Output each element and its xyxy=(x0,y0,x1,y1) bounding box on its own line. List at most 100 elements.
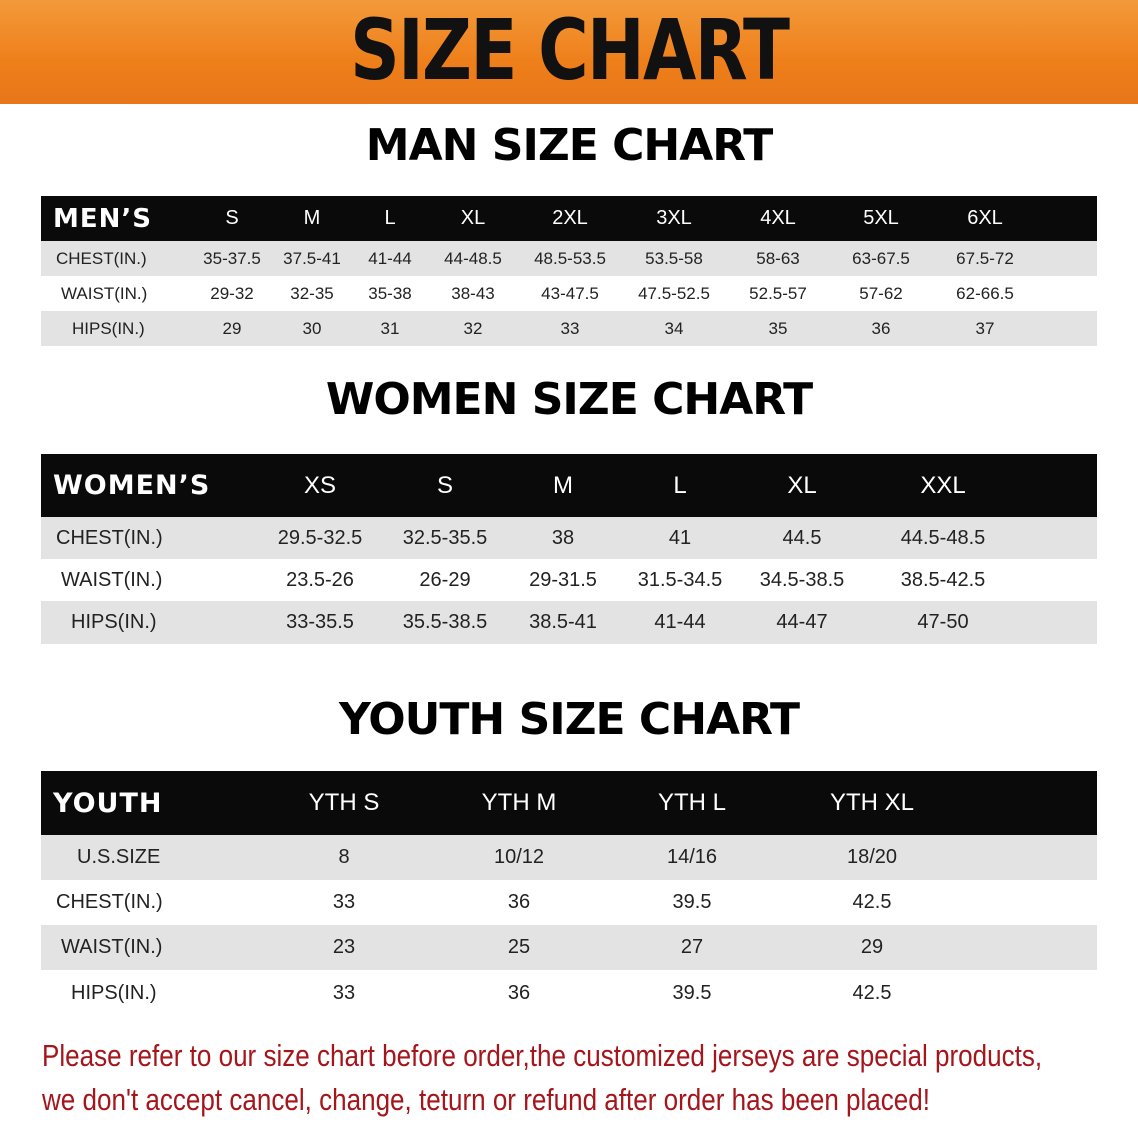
notice-line-2: we don't accept cancel, change, teturn o… xyxy=(42,1082,931,1117)
size-header: L xyxy=(384,207,396,229)
table-cell: 32 xyxy=(463,318,483,338)
size-header: YTH XL xyxy=(829,789,915,816)
header-label: YOUTH xyxy=(53,787,163,819)
table-row: HIPS(IN.) 29 30 31 32 33 34 35 36 37 xyxy=(41,311,1097,346)
table-cell: 38-43 xyxy=(451,283,495,303)
table-cell: 32-35 xyxy=(290,283,334,303)
table-cell: 8 xyxy=(338,846,350,868)
table-cell: 29.5-32.5 xyxy=(277,526,363,549)
table-cell: 38 xyxy=(551,526,575,549)
table-cell: 29 xyxy=(860,936,884,958)
size-header: M xyxy=(303,207,321,229)
table-cell: 26-29 xyxy=(419,568,471,591)
table-row: WAIST(IN.) 23 25 27 29 xyxy=(41,925,1097,970)
size-header: XL xyxy=(460,207,486,229)
table-cell: 39.5 xyxy=(672,981,712,1004)
table-cell: 52.5-57 xyxy=(749,283,807,303)
table-cell: 62-66.5 xyxy=(956,283,1014,303)
table-cell: 41 xyxy=(668,526,692,549)
table-row: WAIST(IN.) 29-32 32-35 35-38 38-43 43-47.5 47.… xyxy=(41,276,1097,311)
table-row: CHEST(IN.) 33 36 39.5 42.5 xyxy=(41,880,1097,925)
size-header: 4XL xyxy=(760,207,796,229)
table-cell: 29 xyxy=(222,318,242,338)
men-title: MAN SIZE CHART xyxy=(365,120,773,171)
table-cell: 42.5 xyxy=(852,891,892,913)
table-header-row: MEN’S S M L XL 2XL 3XL 4XL 5XL 6XL xyxy=(41,196,1097,241)
size-header: 6XL xyxy=(967,207,1003,229)
table-cell: 32.5-35.5 xyxy=(402,526,488,549)
row-label: U.S.SIZE xyxy=(77,846,161,868)
table-cell: 43-47.5 xyxy=(541,283,599,303)
table-row: WAIST(IN.) 23.5-26 26-29 29-31.5 31.5-34.5 34… xyxy=(41,559,1097,601)
banner: SIZE CHART xyxy=(0,0,1138,104)
table-cell: 33 xyxy=(560,318,580,338)
table-cell: 42.5 xyxy=(852,981,892,1004)
table-cell: 37 xyxy=(975,318,995,338)
table-row: CHEST(IN.) 35-37.5 37.5-41 41-44 44-48.5 48.5… xyxy=(41,241,1097,276)
row-label: CHEST(IN.) xyxy=(56,248,147,268)
table-cell: 47.5-52.5 xyxy=(638,283,710,303)
table-cell: 31 xyxy=(380,318,400,338)
table-cell: 34.5-38.5 xyxy=(759,568,845,591)
size-header: YTH M xyxy=(481,789,557,816)
table-row: HIPS(IN.) 33-35.5 35.5-38.5 38.5-41 41-44 44-… xyxy=(41,601,1097,644)
youth-title: YOUTH SIZE CHART xyxy=(338,694,800,745)
size-header: M xyxy=(553,471,573,499)
size-header: XS xyxy=(303,471,337,499)
header-label: WOMEN’S xyxy=(53,470,211,501)
table-cell: 35 xyxy=(768,318,788,338)
table-row: U.S.SIZE 8 10/12 14/16 18/20 xyxy=(41,835,1097,880)
table-cell: 44.5 xyxy=(782,526,822,549)
row-label: CHEST(IN.) xyxy=(56,526,163,549)
table-cell: 58-63 xyxy=(756,248,800,268)
table-cell: 63-67.5 xyxy=(852,248,910,268)
size-header: 5XL xyxy=(863,207,899,229)
size-header: XL xyxy=(787,471,817,499)
size-header: L xyxy=(673,471,687,499)
women-title: WOMEN SIZE CHART xyxy=(325,374,813,425)
row-label: HIPS(IN.) xyxy=(71,611,157,633)
table-cell: 33-35.5 xyxy=(286,611,354,633)
row-label: WAIST(IN.) xyxy=(61,568,163,591)
table-header-row: YOUTH YTH S YTH M YTH L YTH XL xyxy=(41,771,1097,835)
table-cell: 35-38 xyxy=(368,283,412,303)
size-header: YTH L xyxy=(657,789,727,816)
table-cell: 27 xyxy=(680,936,704,958)
table-cell: 35.5-38.5 xyxy=(402,611,488,633)
notice-line-1: Please refer to our size chart before or… xyxy=(42,1038,1043,1073)
table-cell: 34 xyxy=(664,318,684,338)
table-cell: 38.5-42.5 xyxy=(900,568,986,591)
table-cell: 37.5-41 xyxy=(283,248,341,268)
table-cell: 35-37.5 xyxy=(203,248,261,268)
size-header: S xyxy=(436,471,454,499)
table-cell: 36 xyxy=(871,318,891,338)
table-cell: 31.5-34.5 xyxy=(637,568,723,591)
table-cell: 30 xyxy=(302,318,322,338)
row-label: WAIST(IN.) xyxy=(61,936,163,958)
table-cell: 44-47 xyxy=(776,611,828,633)
size-header: 3XL xyxy=(656,207,692,229)
table-cell: 23 xyxy=(332,936,356,958)
row-label: WAIST(IN.) xyxy=(61,283,148,303)
table-cell: 41-44 xyxy=(368,248,412,268)
table-cell: 29-32 xyxy=(210,283,254,303)
table-header-row: WOMEN’S XS S M L XL XXL xyxy=(41,454,1097,517)
table-row: CHEST(IN.) 29.5-32.5 32.5-35.5 38 41 44.5 44.5… xyxy=(41,517,1097,559)
table-cell: 67.5-72 xyxy=(956,248,1014,268)
men-size-table: MEN’S S M L XL 2XL 3XL 4XL 5XL 6XL CHEST(IN.) 35-37… xyxy=(41,196,1097,346)
table-cell: 57-62 xyxy=(859,283,903,303)
table-cell: 18/20 xyxy=(846,846,898,868)
table-cell: 14/16 xyxy=(666,846,718,868)
table-cell: 36 xyxy=(507,891,531,913)
size-header: S xyxy=(225,207,239,229)
table-cell: 29-31.5 xyxy=(529,568,597,591)
table-cell: 44-48.5 xyxy=(444,248,502,268)
table-cell: 23.5-26 xyxy=(286,568,354,591)
size-header: XXL xyxy=(920,471,966,499)
size-header: YTH S xyxy=(308,789,380,816)
row-label: HIPS(IN.) xyxy=(71,981,157,1004)
table-cell: 38.5-41 xyxy=(529,611,597,633)
row-label: CHEST(IN.) xyxy=(56,891,163,913)
table-cell: 10/12 xyxy=(493,846,545,868)
women-size-table: WOMEN’S XS S M L XL XXL CHEST(IN.) 29.5-32.5 32.5… xyxy=(41,454,1097,644)
